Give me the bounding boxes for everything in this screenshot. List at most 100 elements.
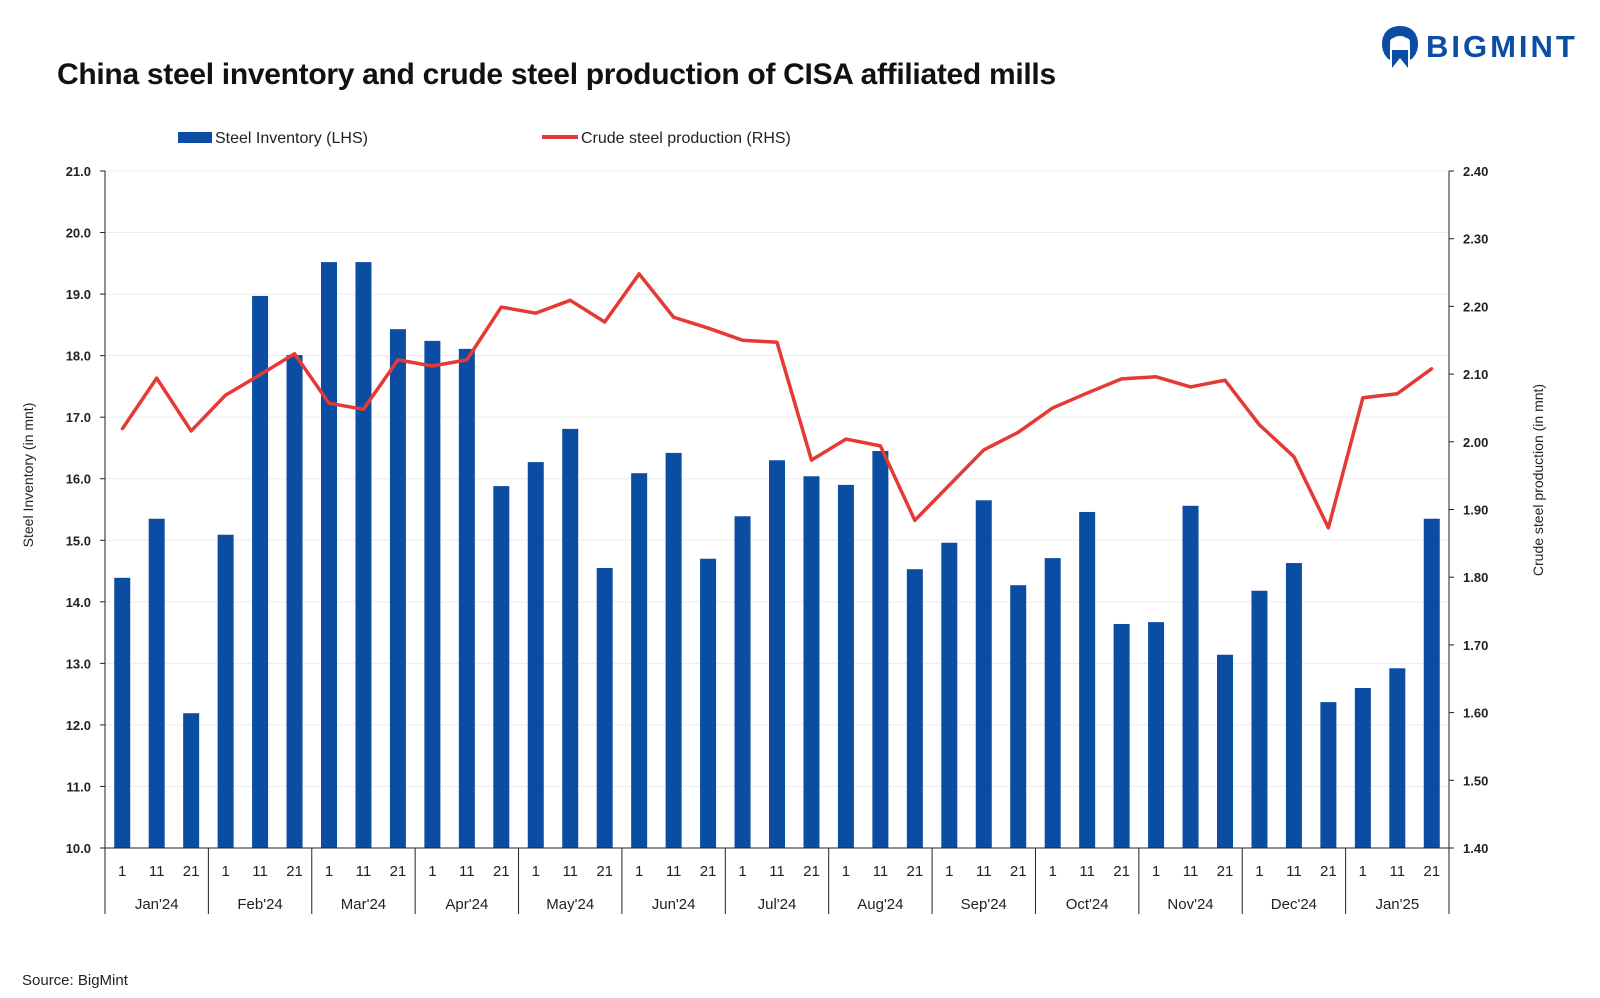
day-label: 21 — [286, 863, 303, 880]
right-tick-label: 1.70 — [1463, 638, 1488, 653]
left-tick-label: 19.0 — [66, 287, 91, 302]
right-tick-label: 2.10 — [1463, 367, 1488, 382]
inventory-bar — [872, 451, 889, 848]
right-tick-label: 1.40 — [1463, 841, 1488, 856]
production-point — [809, 458, 813, 462]
production-point — [878, 444, 882, 448]
production-point — [1223, 378, 1227, 382]
inventory-bar — [217, 534, 234, 848]
day-label: 21 — [803, 863, 820, 880]
day-label: 1 — [428, 863, 436, 880]
day-label: 11 — [562, 863, 578, 880]
production-point — [430, 364, 434, 368]
month-label: Sep'24 — [961, 896, 1007, 913]
day-label: 11 — [873, 863, 889, 880]
inventory-bar — [183, 713, 200, 848]
production-point — [258, 373, 262, 377]
day-label: 21 — [1217, 863, 1234, 880]
production-point — [947, 483, 951, 487]
day-label: 1 — [1359, 863, 1367, 880]
inventory-bar — [1113, 623, 1130, 848]
left-tick-label: 12.0 — [66, 718, 91, 733]
inventory-bar — [1079, 511, 1096, 848]
left-tick-label: 17.0 — [66, 410, 91, 425]
inventory-bar — [1217, 654, 1233, 848]
day-label: 1 — [118, 863, 126, 880]
production-point — [1154, 375, 1158, 379]
day-label: 21 — [1423, 863, 1440, 880]
legend-label-production: Crude steel production (RHS) — [581, 130, 791, 147]
inventory-bar — [1010, 585, 1027, 848]
month-label: Apr'24 — [445, 896, 488, 913]
left-axis-label: Steel Inventory (in mnt) — [20, 403, 36, 548]
right-tick-label: 1.80 — [1463, 570, 1488, 585]
left-tick-label: 13.0 — [66, 656, 91, 671]
inventory-bar — [803, 476, 820, 848]
production-point — [741, 338, 745, 342]
inventory-bar — [1044, 558, 1061, 848]
day-label: 1 — [325, 863, 333, 880]
day-label: 11 — [459, 863, 475, 880]
legend-label-inventory: Steel Inventory (LHS) — [215, 130, 368, 147]
left-tick-label: 21.0 — [66, 164, 91, 179]
day-label: 1 — [221, 863, 229, 880]
day-label: 11 — [1183, 863, 1199, 880]
month-label: Jan'24 — [135, 896, 179, 913]
left-tick-label: 18.0 — [66, 349, 91, 364]
month-label: Jun'24 — [652, 896, 696, 913]
inventory-bar — [148, 518, 165, 848]
right-tick-label: 1.50 — [1463, 773, 1488, 788]
production-point — [982, 448, 986, 452]
production-point — [155, 376, 159, 380]
right-tick-label: 2.30 — [1463, 232, 1488, 247]
production-point — [1430, 367, 1434, 371]
day-label: 21 — [907, 863, 924, 880]
left-tick-label: 14.0 — [66, 595, 91, 610]
month-label: Jan'25 — [1375, 896, 1419, 913]
production-point — [672, 315, 676, 319]
day-label: 11 — [1079, 863, 1095, 880]
production-point — [189, 429, 193, 433]
day-label: 21 — [700, 863, 717, 880]
month-label: Dec'24 — [1271, 896, 1317, 913]
inventory-bar — [527, 462, 544, 848]
production-point — [1361, 396, 1365, 400]
production-point — [293, 352, 297, 356]
inventory-bar — [769, 460, 785, 848]
inventory-bar — [941, 542, 958, 848]
inventory-bar — [906, 569, 923, 848]
inventory-bar — [562, 428, 579, 848]
right-tick-label: 2.40 — [1463, 164, 1488, 179]
inventory-bar — [734, 516, 751, 848]
left-tick-label: 10.0 — [66, 841, 91, 856]
inventory-bar — [493, 486, 510, 848]
month-label: May'24 — [546, 896, 594, 913]
right-axis-label: Crude steel production (in mnt) — [1530, 384, 1546, 576]
inventory-bar — [665, 452, 682, 848]
production-point — [1016, 430, 1020, 434]
production-point — [1257, 423, 1261, 427]
day-label: 11 — [356, 863, 372, 880]
inventory-bar — [458, 348, 475, 848]
legend-bar-swatch — [178, 132, 212, 143]
inventory-bar — [252, 295, 269, 849]
logo-mark-icon — [1382, 26, 1418, 68]
inventory-bar — [631, 473, 648, 848]
chart-title: China steel inventory and crude steel pr… — [57, 58, 1056, 91]
combo-chart: Steel Inventory (LHS) Crude steel produc… — [20, 130, 1546, 914]
right-tick-label: 2.00 — [1463, 435, 1488, 450]
left-tick-label: 15.0 — [66, 533, 91, 548]
inventory-bar — [837, 484, 854, 848]
production-point — [1395, 392, 1399, 396]
inventory-bar — [355, 262, 372, 848]
day-label: 11 — [1390, 863, 1406, 880]
logo-text: BIGMINT — [1426, 29, 1578, 64]
left-tick-label: 16.0 — [66, 472, 91, 487]
production-point — [637, 272, 641, 276]
day-label: 11 — [1286, 863, 1302, 880]
right-tick-label: 2.20 — [1463, 299, 1488, 314]
month-label: Oct'24 — [1066, 896, 1109, 913]
source-note: Source: BigMint — [22, 972, 128, 989]
day-label: 11 — [976, 863, 992, 880]
